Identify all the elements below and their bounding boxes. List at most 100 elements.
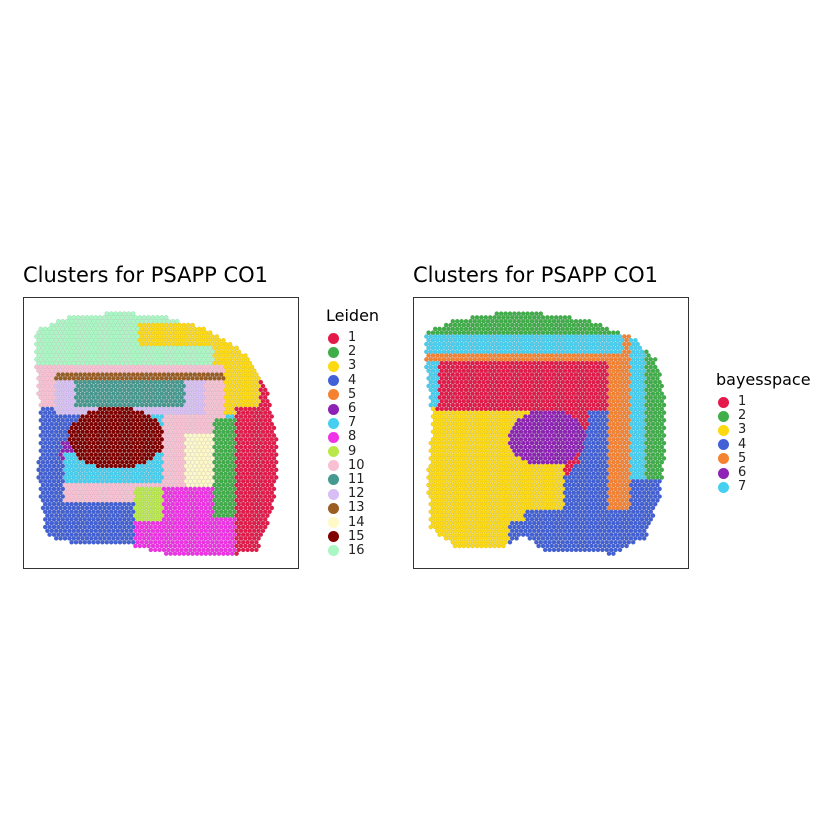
left-spot-cluster-16 bbox=[100, 318, 105, 324]
left-spot-cluster-11 bbox=[91, 395, 96, 400]
left-spot-cluster-1 bbox=[240, 471, 246, 476]
left-spot-cluster-1 bbox=[262, 440, 268, 446]
left-spot-cluster-10 bbox=[53, 368, 59, 374]
right-spot-cluster-6 bbox=[534, 425, 539, 431]
left-spot-cluster-10 bbox=[106, 490, 112, 496]
left-spot-cluster-16 bbox=[69, 318, 74, 324]
right-spot-cluster-7 bbox=[556, 334, 561, 339]
left-spot-cluster-15 bbox=[102, 437, 107, 442]
left-spot-cluster-12 bbox=[53, 406, 59, 412]
left-spot-cluster-15 bbox=[102, 459, 107, 465]
left-spot-cluster-8 bbox=[207, 543, 213, 549]
right-spot-cluster-1 bbox=[547, 402, 552, 408]
left-spot-cluster-7 bbox=[62, 475, 68, 480]
right-spot-cluster-7 bbox=[514, 337, 519, 343]
right-spot-cluster-1 bbox=[545, 383, 550, 389]
right-spot-cluster-5 bbox=[608, 357, 614, 362]
left-spot-cluster-4 bbox=[47, 456, 52, 461]
left-spot-cluster-2 bbox=[221, 459, 226, 465]
left-spot-cluster-15 bbox=[148, 433, 154, 438]
left-spot-cluster-11 bbox=[73, 402, 79, 408]
right-spot-cluster-1 bbox=[520, 387, 526, 393]
left-spot-cluster-14 bbox=[210, 478, 215, 484]
left-spot-cluster-8 bbox=[214, 517, 220, 522]
left-spot-cluster-11 bbox=[122, 402, 127, 408]
right-spot-cluster-1 bbox=[531, 360, 537, 366]
left-spot-cluster-9 bbox=[155, 513, 160, 518]
right-spot-cluster-3 bbox=[479, 437, 484, 442]
left-spot-cluster-10 bbox=[148, 364, 154, 370]
left-spot-cluster-4 bbox=[58, 490, 63, 496]
left-spot-cluster-12 bbox=[71, 406, 77, 412]
left-spot-cluster-16 bbox=[62, 345, 68, 351]
left-spot-cluster-10 bbox=[135, 364, 140, 370]
left-spot-cluster-16 bbox=[51, 326, 57, 332]
left-spot-cluster-4 bbox=[69, 509, 74, 515]
left-spot-cluster-11 bbox=[166, 379, 171, 385]
left-spot-cluster-1 bbox=[251, 482, 257, 488]
left-legend-item-2: 2 bbox=[326, 345, 379, 359]
left-spot-cluster-7 bbox=[73, 471, 79, 476]
left-spot-cluster-4 bbox=[58, 482, 63, 488]
left-spot-cluster-2 bbox=[229, 505, 235, 511]
right-spot-cluster-2 bbox=[646, 376, 651, 381]
left-spot-cluster-4 bbox=[119, 513, 125, 518]
left-spot-cluster-4 bbox=[53, 528, 59, 534]
right-spot-cluster-5 bbox=[608, 372, 614, 377]
right-spot-cluster-7 bbox=[527, 345, 533, 351]
left-spot-cluster-8 bbox=[199, 505, 204, 511]
left-spot-cluster-8 bbox=[196, 517, 202, 522]
left-spot-cluster-1 bbox=[236, 539, 242, 545]
left-spot-cluster-11 bbox=[152, 387, 158, 393]
right-spot-cluster-7 bbox=[591, 334, 596, 339]
left-spot-cluster-1 bbox=[247, 536, 253, 541]
right-spot-cluster-2 bbox=[567, 322, 572, 328]
right-spot-cluster-3 bbox=[448, 452, 453, 457]
left-spot-cluster-3 bbox=[163, 330, 169, 335]
right-spot-cluster-4 bbox=[593, 452, 599, 457]
right-spot-cluster-2 bbox=[501, 315, 506, 320]
left-spot-cluster-4 bbox=[51, 417, 57, 423]
left-spot-cluster-14 bbox=[190, 452, 195, 457]
left-spot-cluster-15 bbox=[78, 456, 83, 461]
right-spot-cluster-7 bbox=[593, 345, 599, 351]
left-spot-cluster-4 bbox=[69, 501, 74, 507]
right-spot-cluster-3 bbox=[512, 417, 517, 423]
right-spot-cluster-1 bbox=[523, 376, 528, 381]
left-spot-cluster-7 bbox=[128, 475, 134, 480]
right-spot-cluster-2 bbox=[474, 315, 480, 320]
left-spot-cluster-1 bbox=[260, 505, 266, 511]
right-spot-cluster-7 bbox=[430, 360, 436, 366]
left-spot-cluster-15 bbox=[82, 448, 88, 454]
left-spot-cluster-16 bbox=[86, 326, 92, 332]
right-spot-cluster-6 bbox=[569, 425, 574, 431]
left-spot-cluster-14 bbox=[205, 463, 211, 469]
right-spot-cluster-5 bbox=[622, 410, 627, 416]
left-spot-cluster-16 bbox=[113, 326, 118, 332]
right-spot-cluster-2 bbox=[454, 326, 460, 332]
left-spot-cluster-11 bbox=[122, 387, 127, 393]
right-spot-cluster-3 bbox=[483, 421, 489, 427]
left-spot-cluster-3 bbox=[207, 337, 213, 343]
right-spot-cluster-5 bbox=[626, 349, 632, 355]
left-spot-cluster-15 bbox=[106, 406, 112, 412]
left-spot-cluster-1 bbox=[256, 543, 261, 549]
right-spot-cluster-7 bbox=[454, 334, 460, 339]
right-spot-cluster-1 bbox=[452, 368, 458, 374]
left-spot-cluster-12 bbox=[75, 406, 81, 412]
right-spot-cluster-1 bbox=[439, 360, 445, 366]
right-spot-cluster-7 bbox=[635, 341, 640, 347]
right-spot-cluster-2 bbox=[648, 440, 654, 446]
left-spot-cluster-16 bbox=[71, 360, 77, 366]
left-spot-cluster-3 bbox=[137, 322, 143, 328]
left-spot-cluster-4 bbox=[53, 513, 59, 518]
left-spot-cluster-16 bbox=[93, 315, 99, 320]
right-spot-cluster-1 bbox=[562, 406, 568, 412]
left-spot-cluster-10 bbox=[181, 452, 187, 457]
left-spot-cluster-10 bbox=[49, 376, 55, 381]
left-spot-cluster-11 bbox=[91, 387, 96, 393]
left-spot-cluster-16 bbox=[174, 349, 180, 355]
right-spot-cluster-2 bbox=[644, 349, 649, 355]
left-spot-cluster-16 bbox=[67, 315, 72, 320]
left-spot-cluster-15 bbox=[122, 417, 127, 423]
